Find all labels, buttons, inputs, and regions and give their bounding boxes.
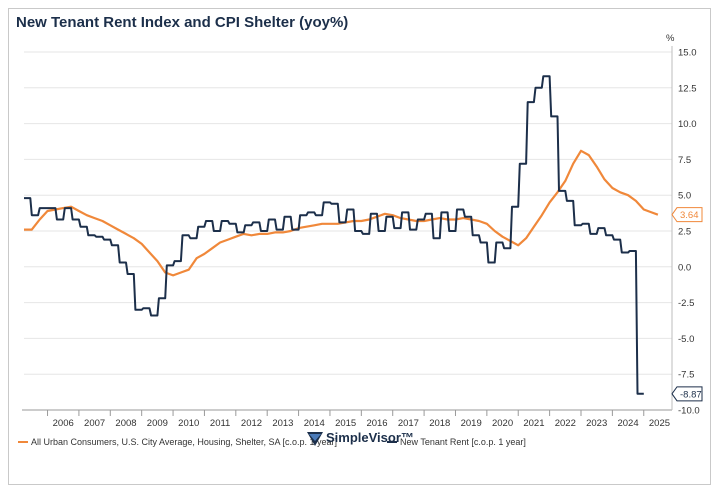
x-tick-label: 2011 xyxy=(210,418,230,429)
y-tick-label: 7.5 xyxy=(678,155,691,166)
x-tick-label: 2020 xyxy=(492,418,513,429)
series-lines xyxy=(24,75,659,395)
new-tenant-rent-end-label: -8.87 xyxy=(671,386,703,402)
x-tick-label: 2022 xyxy=(555,418,576,429)
y-tick-label: 0.0 xyxy=(678,262,691,273)
x-tick-label: 2017 xyxy=(398,418,419,429)
x-tick-label: 2012 xyxy=(241,418,262,429)
end-label-value: 3.64 xyxy=(680,210,699,221)
y-tick-label: 2.5 xyxy=(678,227,691,238)
x-tick-label: 2015 xyxy=(335,418,356,429)
x-tick-label: 2016 xyxy=(366,418,387,429)
y-tick-label: 5.0 xyxy=(678,191,691,202)
y-tick-label: 15.0 xyxy=(678,48,697,59)
y-unit-label: % xyxy=(666,33,675,44)
new-tenant-rent-line xyxy=(24,75,644,395)
x-tick-label: 2024 xyxy=(617,418,638,429)
y-tick-label: 10.0 xyxy=(678,119,697,130)
simplevisor-logo-icon xyxy=(307,432,323,446)
x-tick-label: 2013 xyxy=(272,418,293,429)
y-tick-label: -10.0 xyxy=(678,406,700,417)
y-axis: 15.0 12.5 10.0 7.5 5.0 2.5 0.0 -2.5 -5.0 -7.5 -10.… xyxy=(666,33,700,417)
end-label-box xyxy=(671,386,703,402)
y-tick-label: -5.0 xyxy=(678,334,694,345)
legend: All Urban Consumers, U.S. City Average, … xyxy=(18,437,526,447)
legend-item-label: All Urban Consumers, U.S. City Average, … xyxy=(31,437,337,447)
y-tick-label: -7.5 xyxy=(678,370,694,381)
x-tick-label: 2008 xyxy=(115,418,136,429)
end-label-value: -8.87 xyxy=(680,389,702,400)
x-tick-label: 2010 xyxy=(178,418,199,429)
x-tick-label: 2018 xyxy=(429,418,450,429)
x-tick-label: 2014 xyxy=(304,418,325,429)
x-tick-label: 2021 xyxy=(523,418,544,429)
cpi-shelter-end-label: 3.64 xyxy=(671,207,703,223)
x-tick-label: 2025 xyxy=(649,418,670,429)
y-tick-label: -2.5 xyxy=(678,298,694,309)
x-tick-label: 2007 xyxy=(84,418,105,429)
y-tick-label: 12.5 xyxy=(678,83,697,94)
brand-name: SimpleVisor™ xyxy=(326,430,414,445)
legend-item-label: New Tenant Rent [c.o.p. 1 year] xyxy=(400,437,526,447)
x-tick-label: 2019 xyxy=(461,418,482,429)
x-tick-label: 2006 xyxy=(53,418,74,429)
end-label-box xyxy=(671,207,703,223)
x-tick-label: 2009 xyxy=(147,418,168,429)
brand-logo: SimpleVisor™ xyxy=(307,430,414,446)
x-axis: 2006 2007 2008 2009 2010 2011 2012 2013 2014 2015… xyxy=(22,409,672,429)
chart-title: New Tenant Rent Index and CPI Shelter (y… xyxy=(16,14,349,31)
end-labels: 3.64 -8.87 xyxy=(671,207,703,402)
x-tick-label: 2023 xyxy=(586,418,607,429)
